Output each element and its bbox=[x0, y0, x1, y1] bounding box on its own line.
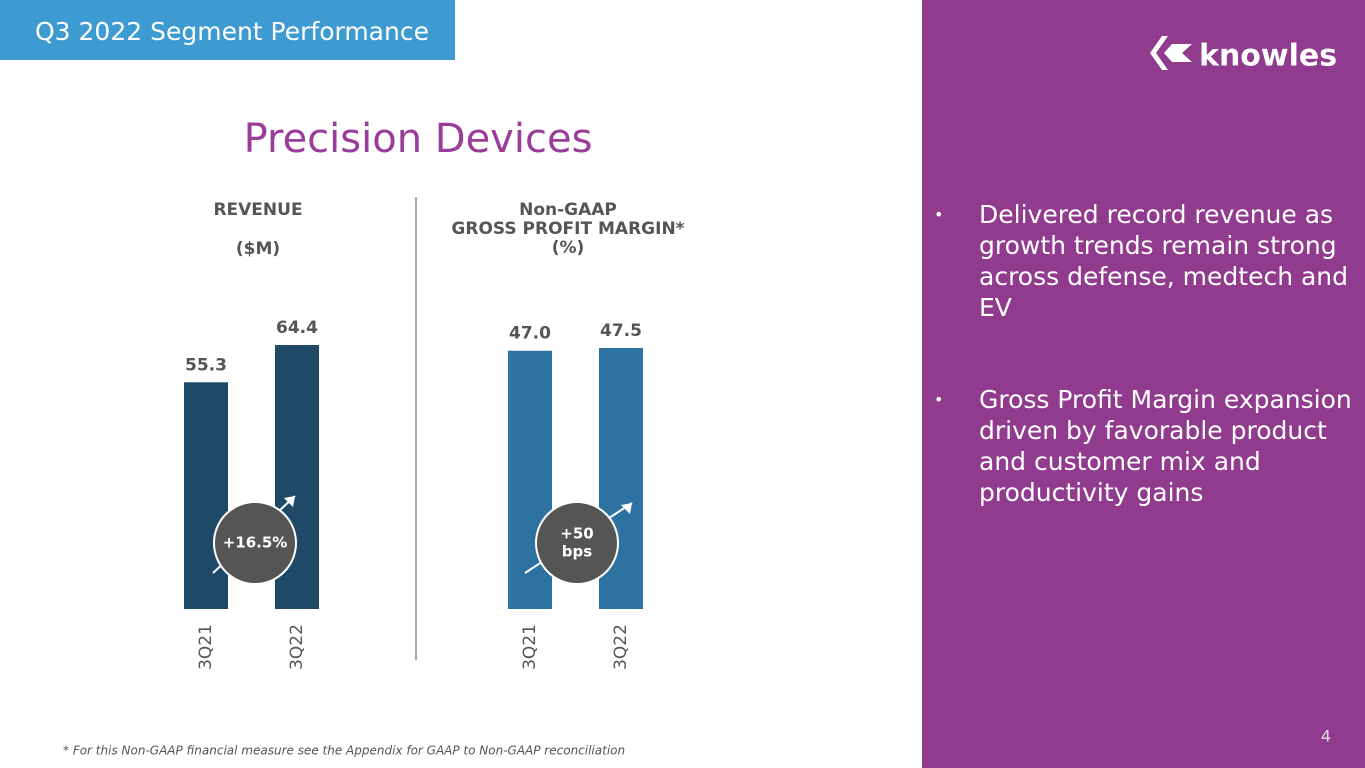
heading: Precision Devices bbox=[244, 116, 593, 162]
annotation: +50 bbox=[560, 525, 593, 543]
bullet-text: Gross Profit Margin expansion driven by … bbox=[979, 385, 1352, 507]
annotation-circle bbox=[213, 501, 297, 585]
header-bar bbox=[0, 0, 455, 60]
x-tick-label: 3Q22 bbox=[287, 624, 307, 670]
value-label: 55.3 bbox=[185, 355, 227, 375]
bullet-text: Delivered record revenue as growth trend… bbox=[979, 200, 1349, 322]
bullet: • Delivered record revenue as growth tren… bbox=[934, 199, 1354, 323]
annotation-circle bbox=[535, 501, 619, 585]
value-label: 64.4 bbox=[276, 318, 318, 338]
header-title: Q3 2022 Segment Performance bbox=[35, 17, 429, 46]
side-panel bbox=[922, 0, 1365, 768]
arrow-head bbox=[284, 496, 295, 507]
page-number: 4 bbox=[1321, 727, 1331, 746]
x-tick-label: 3Q22 bbox=[611, 624, 631, 670]
bullet-dot: • bbox=[934, 390, 944, 409]
arrow-head bbox=[621, 503, 632, 514]
x-tick-label: 3Q21 bbox=[196, 624, 216, 670]
chart-title: GROSS PROFIT MARGIN* bbox=[451, 219, 684, 239]
chart-title: Non-GAAP bbox=[519, 200, 617, 220]
x-tick-label: 3Q21 bbox=[520, 624, 540, 670]
bullet: • Gross Profit Margin expansion driven by… bbox=[934, 384, 1354, 508]
value-label: 47.5 bbox=[600, 321, 642, 341]
bar bbox=[184, 382, 228, 609]
annotation: +16.5% bbox=[223, 534, 288, 552]
logo-icon bbox=[1150, 36, 1192, 70]
logo-text: knowles bbox=[1199, 39, 1337, 74]
chart-title: REVENUE bbox=[213, 200, 302, 220]
annotation: bps bbox=[562, 543, 592, 561]
bullet-dot: • bbox=[934, 205, 944, 224]
value-label: 47.0 bbox=[509, 324, 551, 344]
chart-title: (%) bbox=[552, 238, 585, 258]
footnote: * For this Non-GAAP financial measure se… bbox=[63, 744, 625, 758]
chart-title: ($M) bbox=[236, 239, 280, 259]
